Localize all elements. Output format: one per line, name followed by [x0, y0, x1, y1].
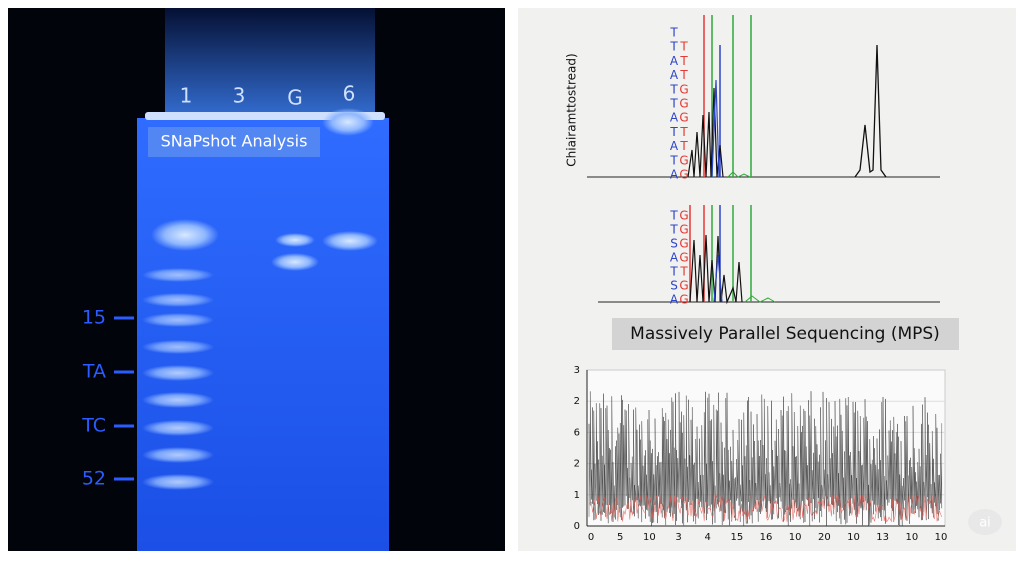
y-tick-label: 3 — [574, 365, 580, 376]
y-tick-label: 0 — [574, 521, 580, 532]
base-letter: T — [679, 54, 688, 68]
y-tick-label: 2 — [574, 396, 580, 407]
base-letter: T — [679, 265, 688, 279]
ladder-label: 15 — [82, 307, 106, 329]
base-letter: T — [669, 26, 678, 40]
base-letter: G — [679, 293, 688, 307]
base-letter: G — [679, 111, 688, 125]
base-letter: G — [679, 209, 688, 223]
base-letter: G — [679, 279, 688, 293]
y-tick-label: 6 — [574, 427, 580, 438]
x-tick-label: 10 — [935, 532, 948, 543]
noise-trace-red — [588, 493, 943, 523]
base-letter: T — [669, 223, 678, 237]
base-letter: A — [670, 111, 679, 125]
base-letter: T — [669, 82, 678, 96]
base-letter: S — [670, 279, 678, 293]
noise-trace — [588, 391, 943, 526]
mps-title: Massively Parallel Sequencing (MPS) — [630, 324, 940, 344]
mps-title-box — [612, 318, 959, 350]
base-letter: G — [679, 251, 688, 265]
ladder-label: TC — [81, 415, 106, 437]
base-letter: T — [669, 125, 678, 139]
base-letter: A — [670, 54, 679, 68]
x-tick-label: 16 — [760, 532, 773, 543]
x-tick-label: 10 — [905, 532, 918, 543]
base-letter: A — [670, 293, 679, 307]
base-letter: T — [679, 40, 688, 54]
base-letter: T — [679, 125, 688, 139]
x-tick-label: 13 — [876, 532, 889, 543]
base-letter: G — [679, 153, 688, 167]
watermark: ai — [979, 516, 991, 531]
base-letter: T — [669, 209, 678, 223]
base-letter: G — [679, 97, 688, 111]
gel-title: SNaPshot Analysis — [161, 132, 308, 151]
lane-label: 6 — [343, 82, 356, 106]
base-letter: A — [670, 168, 679, 182]
base-letter: T — [679, 139, 688, 153]
x-tick-label: 10 — [643, 532, 656, 543]
base-letter: T — [679, 68, 688, 82]
x-tick-label: 15 — [730, 532, 743, 543]
base-letter: T — [669, 153, 678, 167]
lane-label: G — [287, 86, 303, 110]
x-tick-label: 10 — [789, 532, 802, 543]
base-letter: G — [679, 82, 688, 96]
base-letter: T — [669, 265, 678, 279]
chromatogram-bottom — [598, 205, 940, 305]
base-letter: A — [670, 139, 679, 153]
x-tick-label: 20 — [818, 532, 831, 543]
lane-label: 3 — [233, 84, 246, 108]
base-letter: G — [679, 223, 688, 237]
bands — [142, 219, 378, 490]
base-letter: T — [669, 97, 678, 111]
base-letter: G — [679, 168, 688, 182]
base-letter: T — [669, 40, 678, 54]
ladder-label: TA — [82, 361, 106, 383]
base-letter: A — [670, 251, 679, 265]
wells — [165, 8, 375, 123]
x-tick-label: 4 — [704, 532, 710, 543]
y-tick-label: 1 — [574, 490, 580, 501]
y-tick-label: 2 — [574, 459, 580, 470]
x-tick-label: 0 — [588, 532, 594, 543]
title-box — [148, 127, 320, 157]
ladder-label: 52 — [82, 468, 106, 490]
lane-label: 1 — [180, 84, 193, 108]
x-tick-label: 3 — [675, 532, 681, 543]
glow — [322, 108, 374, 136]
base-letter: A — [670, 68, 679, 82]
chromatogram-top — [587, 15, 940, 178]
x-tick-label: 10 — [847, 532, 860, 543]
y-axis-label: Chiairamttostread) — [565, 53, 579, 166]
base-letter: S — [670, 237, 678, 251]
watermark-badge — [968, 509, 1002, 535]
base-letter: G — [679, 237, 688, 251]
ladder-ticks — [114, 316, 134, 481]
x-tick-label: 5 — [617, 532, 623, 543]
